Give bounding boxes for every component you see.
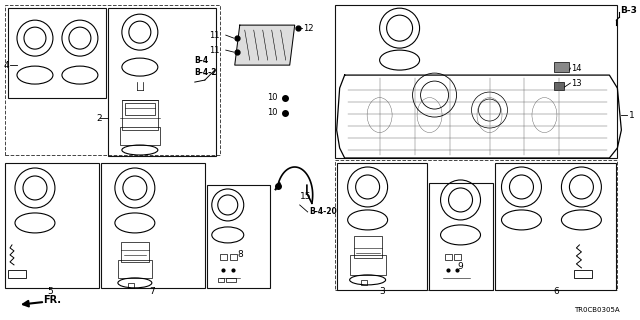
Bar xyxy=(218,278,224,282)
Text: 9: 9 xyxy=(458,262,463,271)
Bar xyxy=(121,242,149,262)
Text: 12: 12 xyxy=(303,24,313,33)
Bar xyxy=(207,185,269,288)
Bar xyxy=(122,100,158,130)
Text: 11: 11 xyxy=(209,46,220,55)
Bar xyxy=(554,82,564,90)
Text: 13: 13 xyxy=(572,79,582,88)
Bar xyxy=(454,254,461,260)
Text: 1: 1 xyxy=(629,110,635,120)
Bar xyxy=(108,8,216,156)
Bar xyxy=(360,280,367,285)
Text: 3: 3 xyxy=(380,287,385,296)
Text: 4: 4 xyxy=(4,60,10,69)
Text: 15: 15 xyxy=(300,192,311,202)
Text: 8: 8 xyxy=(238,251,243,260)
Bar xyxy=(445,254,452,260)
Bar xyxy=(125,103,155,115)
Bar xyxy=(337,163,427,290)
Text: FR.: FR. xyxy=(43,295,61,305)
Bar xyxy=(575,270,593,278)
Text: 14: 14 xyxy=(572,64,582,73)
Bar xyxy=(335,5,618,158)
Bar xyxy=(226,278,236,282)
Bar xyxy=(335,160,618,290)
Bar xyxy=(118,260,152,278)
Text: B-4-2: B-4-2 xyxy=(194,68,216,76)
Bar xyxy=(128,283,134,288)
Bar xyxy=(554,62,570,72)
Text: 11: 11 xyxy=(209,31,220,40)
Text: B-3: B-3 xyxy=(620,6,637,15)
Bar xyxy=(8,270,26,278)
Text: B-4: B-4 xyxy=(194,56,208,65)
Bar xyxy=(5,5,220,155)
Bar xyxy=(220,254,227,260)
Bar xyxy=(5,163,99,288)
Text: B-4-20: B-4-20 xyxy=(310,207,337,216)
Text: 10: 10 xyxy=(268,92,278,101)
Bar xyxy=(429,183,493,290)
Bar xyxy=(120,127,160,145)
Bar xyxy=(495,163,616,290)
Bar xyxy=(101,163,205,288)
Text: 2: 2 xyxy=(96,114,102,123)
Text: 7: 7 xyxy=(149,287,155,296)
Bar xyxy=(8,8,106,98)
Text: TR0CB0305A: TR0CB0305A xyxy=(573,307,620,313)
Text: 5: 5 xyxy=(47,287,53,296)
Bar xyxy=(230,254,237,260)
Polygon shape xyxy=(235,25,294,65)
Text: 6: 6 xyxy=(554,287,559,296)
Text: 10: 10 xyxy=(268,108,278,116)
Bar xyxy=(349,255,386,275)
Bar xyxy=(354,236,381,258)
